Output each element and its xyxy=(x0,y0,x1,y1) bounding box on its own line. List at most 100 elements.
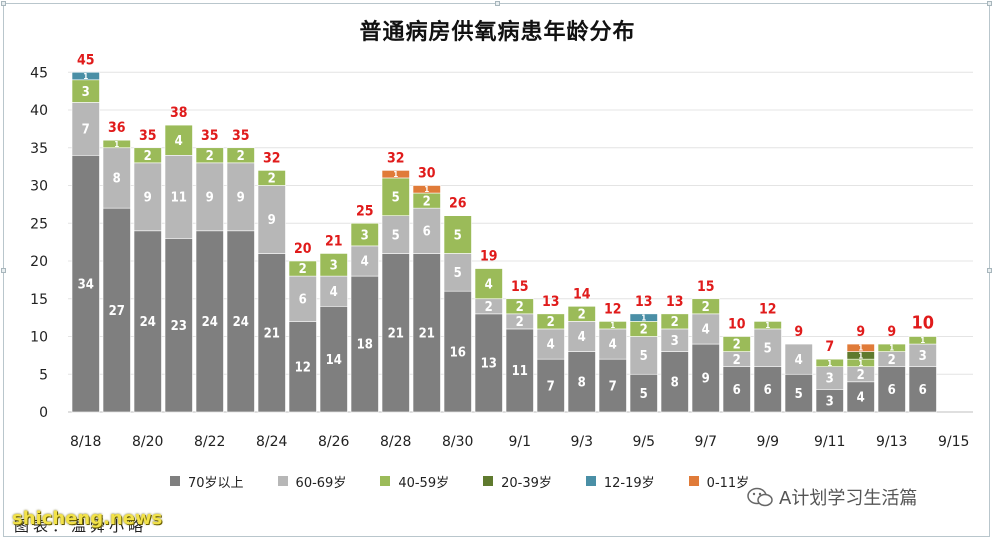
legend-swatch xyxy=(170,476,180,486)
y-tick-label: 15 xyxy=(30,292,48,308)
bar-segment xyxy=(133,230,162,413)
resize-handle-top-left[interactable] xyxy=(1,1,6,6)
total-label: 14 xyxy=(573,286,591,302)
x-tick-label: 8/20 xyxy=(132,434,163,450)
x-tick-label: 8/28 xyxy=(380,434,411,450)
bar-segment xyxy=(784,343,813,375)
data-label: 1 xyxy=(424,185,429,194)
bar-segment xyxy=(660,313,689,330)
bar-segment xyxy=(133,147,162,164)
total-label: 9 xyxy=(856,324,865,340)
data-label: 2 xyxy=(733,353,741,368)
bar-segment xyxy=(257,170,286,186)
y-tick-label: 45 xyxy=(30,65,48,81)
data-label: 7 xyxy=(547,379,555,394)
data-label: 34 xyxy=(78,277,94,292)
data-label: 4 xyxy=(485,277,493,292)
data-label: 2 xyxy=(640,323,648,338)
total-label: 9 xyxy=(887,324,896,340)
bar-segment xyxy=(443,290,472,413)
legend-label: 70岁以上 xyxy=(188,475,244,491)
data-label: 2 xyxy=(423,194,431,209)
data-label: 4 xyxy=(547,338,555,353)
bar-segment xyxy=(598,321,627,330)
legend-item: 0-11岁 xyxy=(688,470,749,492)
total-label: 35 xyxy=(232,128,250,144)
x-tick-label: 8/30 xyxy=(442,434,473,450)
data-label: 6 xyxy=(733,383,741,398)
data-label: 1 xyxy=(858,344,863,353)
data-label: 4 xyxy=(609,338,617,353)
total-label: 13 xyxy=(542,294,560,310)
bar-segment xyxy=(629,313,658,322)
bar-segment xyxy=(164,238,193,413)
total-label: 12 xyxy=(604,301,622,317)
total-label: 38 xyxy=(170,105,188,121)
bar-segment xyxy=(71,155,100,413)
data-label: 3 xyxy=(826,372,834,387)
data-label: 1 xyxy=(827,359,832,368)
total-label: 30 xyxy=(418,166,436,182)
data-label: 2 xyxy=(237,149,245,164)
data-label: 3 xyxy=(361,228,369,243)
data-label: 6 xyxy=(423,224,431,239)
resize-handle-top-right[interactable] xyxy=(987,1,992,6)
bar-segment xyxy=(133,162,162,232)
data-label: 7 xyxy=(82,123,90,138)
total-label: 36 xyxy=(108,120,126,136)
data-label: 6 xyxy=(919,383,927,398)
data-label: 1 xyxy=(393,170,398,179)
data-label: 6 xyxy=(764,383,772,398)
data-label: 6 xyxy=(888,383,896,398)
watermark-text: A计划学习生活篇 xyxy=(779,488,918,509)
bar-segment xyxy=(753,366,782,413)
bar-segment xyxy=(257,253,286,413)
data-label: 2 xyxy=(857,368,865,383)
data-label: 4 xyxy=(361,255,369,270)
data-label: 3 xyxy=(330,258,338,273)
resize-handle-right[interactable] xyxy=(987,268,992,273)
wechat-icon xyxy=(747,487,773,507)
bar-segment xyxy=(536,313,565,330)
bar-segment xyxy=(598,328,627,360)
bar-segment xyxy=(474,268,503,300)
data-label: 18 xyxy=(357,338,373,353)
data-label: 9 xyxy=(268,213,276,228)
resize-handle-top[interactable] xyxy=(495,1,500,6)
bar-segment xyxy=(660,351,689,413)
bar-segment xyxy=(784,373,813,413)
bar-segment xyxy=(381,215,410,254)
data-label: 2 xyxy=(299,262,307,277)
chart-legend: 70岁以上 60-69岁 40-59岁 20-39岁 12-19岁 0-11岁 xyxy=(170,470,783,492)
total-label: 15 xyxy=(511,279,529,295)
total-label: 20 xyxy=(294,241,312,257)
data-label: 4 xyxy=(795,353,803,368)
bar-segment xyxy=(102,139,131,149)
bar-segment xyxy=(505,328,534,413)
total-label: 13 xyxy=(635,294,653,310)
bar-segment xyxy=(195,162,224,232)
bar-segment xyxy=(226,162,255,232)
bar-segment xyxy=(319,253,348,277)
x-tick-label: 9/7 xyxy=(694,434,717,450)
total-label: 21 xyxy=(325,233,343,249)
bar-segment xyxy=(691,343,720,413)
legend-swatch xyxy=(483,476,494,486)
data-label: 6 xyxy=(299,292,307,307)
data-label: 21 xyxy=(264,326,280,341)
y-tick-label: 25 xyxy=(30,216,48,232)
y-tick-label: 0 xyxy=(39,405,48,421)
data-label: 11 xyxy=(171,191,187,206)
data-label: 24 xyxy=(140,315,156,330)
resize-handle-left[interactable] xyxy=(1,268,6,273)
data-label: 2 xyxy=(485,300,493,315)
bar-segment xyxy=(164,155,193,239)
data-label: 2 xyxy=(144,149,152,164)
data-label: 5 xyxy=(640,387,648,402)
x-tick-label: 8/18 xyxy=(70,434,101,450)
data-label: 14 xyxy=(326,353,342,368)
x-tick-label: 9/9 xyxy=(756,434,779,450)
data-label: 1 xyxy=(765,321,770,330)
data-label: 5 xyxy=(640,349,648,364)
